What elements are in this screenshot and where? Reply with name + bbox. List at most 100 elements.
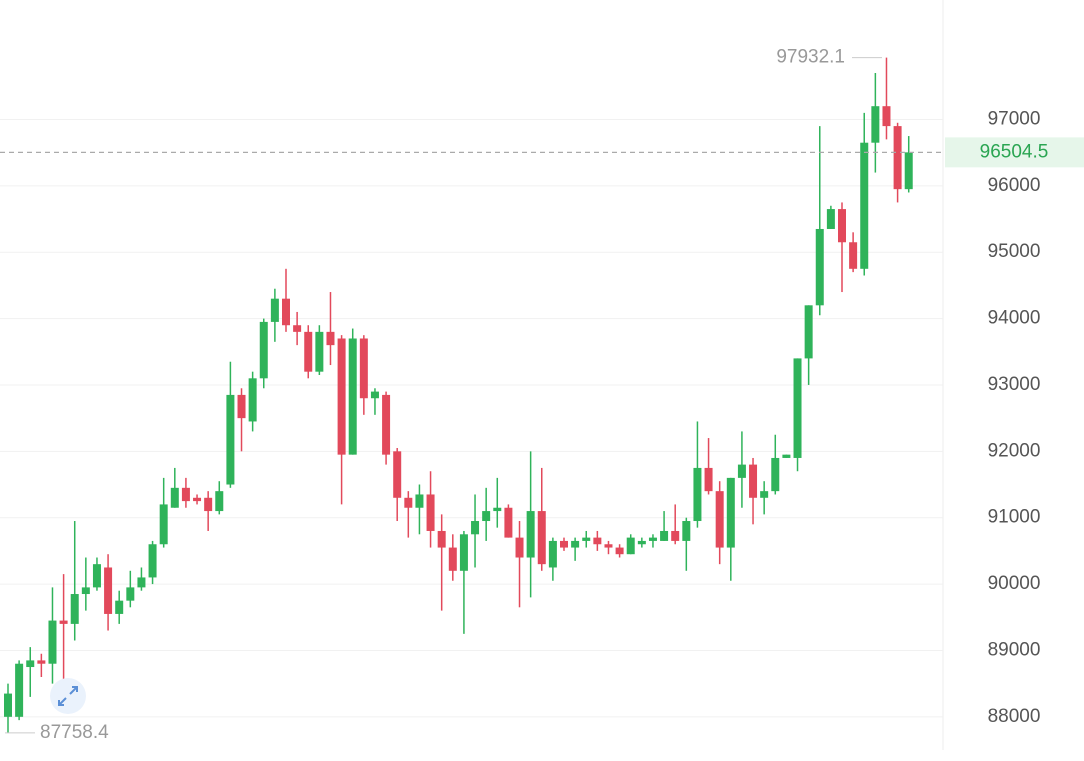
candle-body [270,298,279,322]
y-tick-label: 88000 [988,706,1041,727]
y-tick-label: 92000 [988,440,1041,461]
candle-body [904,152,913,190]
candle-body [370,391,379,399]
candle-body [326,331,335,346]
y-tick-label: 90000 [988,573,1041,594]
y-tick-label: 96000 [988,175,1041,196]
candle-body [893,126,902,190]
candle-body [504,507,513,538]
candle-body [637,540,646,545]
candle-body [615,547,624,555]
candle-body [92,564,101,588]
candle-body [315,331,324,372]
candle-body [793,358,802,458]
last-price-bg [945,137,1084,168]
candle-body [426,494,435,531]
candle-body [771,457,780,492]
candle-body [826,209,835,229]
candle-body [282,298,290,326]
candle-body [682,521,691,541]
candle-body [626,537,635,555]
candle-body [170,487,179,508]
candle-body [526,511,535,558]
candle-body [737,464,746,478]
candle-body [181,487,190,502]
candle-body [81,587,90,595]
candle-body [860,142,869,269]
candle-body [482,511,491,522]
candle-body [15,663,24,717]
candle-body [693,467,702,522]
candle-body [648,537,657,541]
y-tick-label: 97000 [988,108,1041,129]
candle-body [459,534,468,571]
candle-body [437,530,446,548]
candle-body [671,530,680,541]
max-annotation: 97932.1 [776,47,845,68]
candle-body [849,242,858,269]
candle-body [838,209,846,243]
candle-body [604,544,613,548]
candle-body [115,600,124,614]
candle-body [37,660,46,664]
candle-body [560,540,568,548]
candle-body [70,594,79,624]
expand-icon[interactable] [50,678,86,714]
candle-body [148,544,157,578]
candle-body [48,620,57,664]
icon-bg[interactable] [50,678,86,714]
candle-body [226,394,235,485]
candle-body [493,507,502,512]
candle-body [515,537,524,558]
candle-body [548,540,557,568]
candle-body [59,620,68,624]
candle-body [293,325,302,332]
candle-body [126,587,135,601]
candle-body [359,338,368,399]
candle-body [204,497,213,512]
candle-body [159,504,168,545]
y-tick-label: 94000 [988,308,1041,329]
candle-body [448,547,457,571]
candle-body [571,540,580,548]
candle-body [582,537,591,541]
candle-body [104,567,113,614]
candle-body [537,511,546,565]
candle-body [404,497,413,508]
candle-body [704,467,713,492]
candle-body [382,394,391,455]
icon-arrows[interactable] [58,686,78,706]
candle-body [660,530,669,541]
y-tick-label: 95000 [988,241,1041,262]
candle-body [804,305,813,359]
min-annotation: 87758.4 [40,722,109,743]
y-tick-label: 89000 [988,639,1041,660]
candle-body [259,321,268,379]
y-tick-label: 91000 [988,507,1041,528]
candle-body [26,660,35,668]
candle-body [715,491,724,548]
candle-body [4,693,12,717]
candle-body [871,106,880,143]
candle-body [760,491,769,498]
candle-body [237,394,246,419]
candle-body [337,338,346,455]
candle-body [215,491,224,512]
candle-body [882,106,891,127]
y-tick-label: 93000 [988,374,1041,395]
candle-body [304,331,313,372]
candle-body [193,497,202,502]
candle-body [415,494,424,508]
candle-body [593,537,602,545]
candle-body [137,577,146,588]
candle-body [782,454,791,458]
candle-body [749,464,758,498]
candle-body [815,228,824,306]
candle-body [248,378,257,422]
candle-body [471,521,480,535]
candle-body [348,338,357,455]
candle-body [726,477,735,548]
last-price-label: 96504.5 [980,141,1049,162]
candle-body [393,451,402,498]
